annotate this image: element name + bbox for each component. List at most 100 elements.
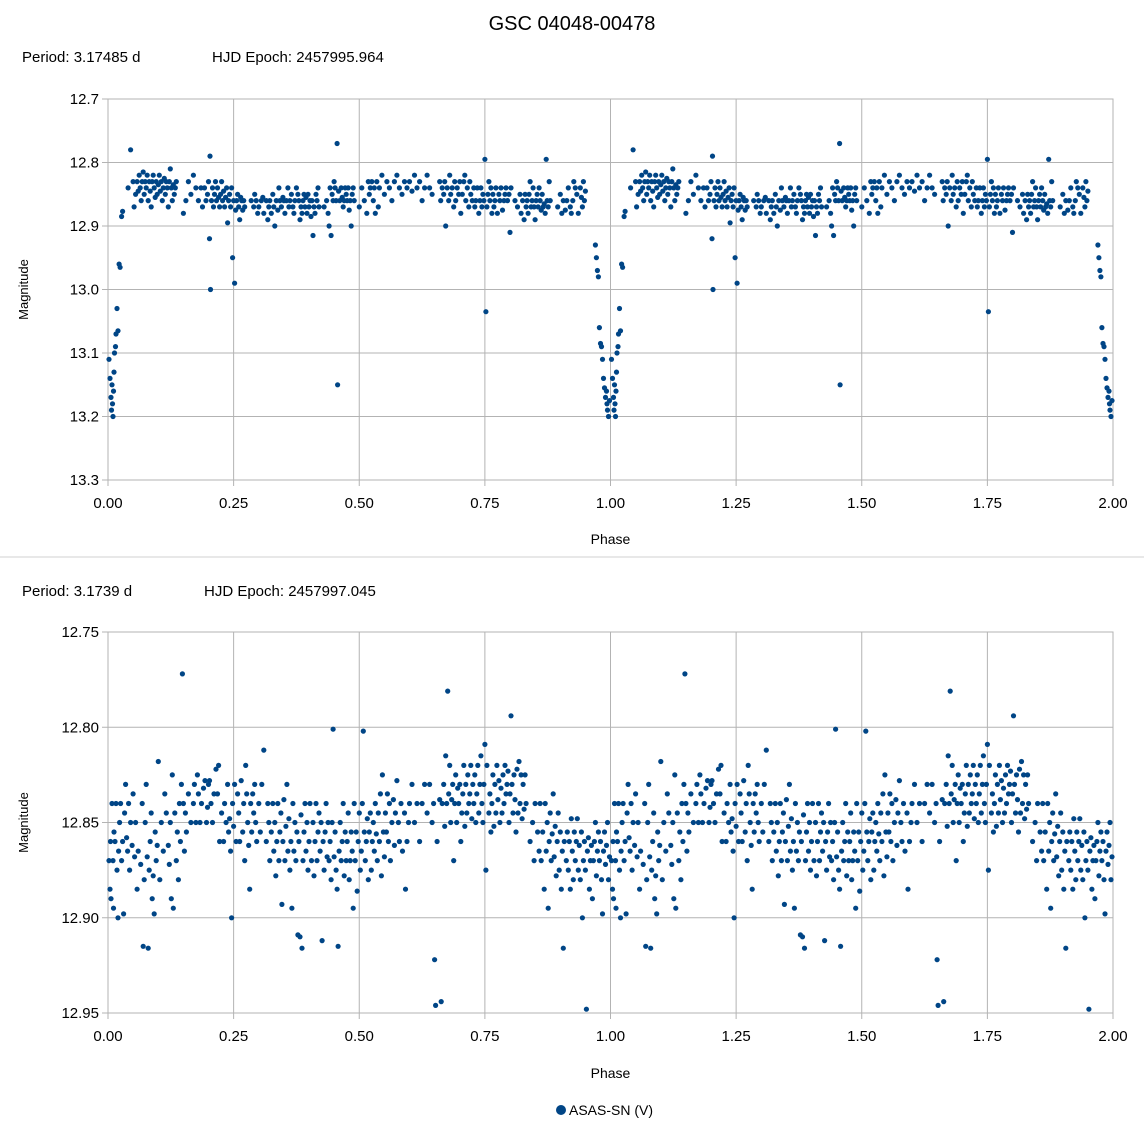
data-point — [666, 810, 672, 816]
y-tick-label: 12.85 — [61, 815, 99, 832]
data-point — [147, 188, 153, 194]
data-point — [873, 819, 879, 826]
data-point — [998, 778, 1005, 784]
data-point — [713, 204, 719, 210]
data-point — [1093, 858, 1099, 864]
data-point — [1091, 842, 1097, 849]
data-point — [630, 147, 636, 153]
data-point — [150, 873, 156, 879]
data-point — [480, 191, 486, 197]
data-point — [781, 901, 788, 908]
data-point — [367, 185, 373, 191]
data-point — [1024, 217, 1030, 223]
data-point — [217, 838, 223, 845]
data-point — [1102, 911, 1108, 917]
data-point — [113, 800, 119, 807]
data-point — [108, 394, 114, 400]
data-point — [466, 800, 472, 807]
data-point — [738, 204, 744, 210]
data-point — [350, 185, 356, 191]
data-point — [749, 886, 755, 892]
data-point — [984, 156, 991, 162]
data-point — [982, 819, 989, 826]
data-point — [709, 153, 716, 159]
data-point — [486, 810, 492, 816]
data-point — [968, 800, 974, 807]
data-point — [1045, 210, 1051, 216]
data-point — [745, 762, 751, 769]
data-point — [295, 191, 301, 197]
data-point — [633, 179, 639, 185]
data-point — [277, 829, 283, 835]
data-point — [235, 791, 241, 797]
data-point — [448, 191, 454, 197]
data-point — [957, 185, 963, 191]
data-point — [520, 198, 526, 204]
data-point — [473, 198, 479, 204]
data-point — [896, 172, 903, 178]
data-point — [942, 800, 948, 807]
data-point — [1094, 838, 1100, 845]
data-point — [1106, 388, 1112, 394]
data-point — [549, 831, 555, 837]
data-point — [1078, 867, 1084, 873]
data-point — [259, 781, 265, 788]
data-point — [451, 204, 457, 210]
data-point — [853, 905, 859, 911]
data-point — [962, 191, 968, 197]
data-point — [875, 800, 881, 807]
data-point — [721, 179, 727, 185]
data-series-points — [106, 140, 1115, 420]
data-point — [1062, 848, 1068, 854]
data-point — [1052, 831, 1058, 837]
data-point — [505, 768, 511, 774]
data-point — [975, 819, 981, 826]
data-point — [205, 179, 212, 185]
data-point — [684, 848, 690, 854]
data-point — [546, 838, 552, 845]
x-tick-label: 0.50 — [345, 1028, 374, 1045]
data-point — [489, 210, 495, 216]
data-point — [510, 810, 516, 816]
data-point — [1086, 1006, 1092, 1012]
data-point — [437, 179, 443, 185]
data-point — [828, 210, 834, 216]
data-point — [1075, 858, 1081, 864]
data-point — [248, 198, 254, 204]
data-point — [391, 842, 397, 849]
data-point — [125, 848, 131, 854]
data-point — [361, 829, 367, 835]
data-point — [278, 204, 284, 210]
data-point — [144, 172, 150, 178]
data-point — [803, 829, 810, 835]
data-point — [462, 172, 468, 178]
data-point — [905, 886, 911, 892]
data-point — [841, 185, 847, 191]
data-point — [167, 819, 173, 826]
data-point — [419, 800, 425, 807]
data-point — [1010, 713, 1017, 719]
data-point — [535, 204, 541, 210]
data-point — [651, 204, 657, 210]
data-point — [268, 829, 274, 835]
data-point — [463, 198, 469, 204]
data-point — [922, 800, 928, 807]
data-point — [422, 185, 428, 191]
data-point — [948, 791, 954, 797]
chart-title: GSC 04048-00478 — [489, 13, 656, 35]
data-point — [524, 198, 530, 204]
data-point — [645, 179, 651, 185]
data-point — [107, 838, 114, 845]
data-point — [228, 204, 234, 210]
data-point — [1056, 873, 1062, 879]
data-point — [453, 198, 459, 204]
data-point — [710, 800, 717, 807]
data-point — [319, 938, 325, 944]
data-point — [331, 854, 337, 860]
data-point — [199, 204, 206, 210]
data-point — [727, 781, 733, 788]
data-point — [807, 191, 814, 197]
data-point — [676, 858, 682, 864]
data-point — [157, 877, 163, 883]
data-point — [168, 896, 174, 902]
